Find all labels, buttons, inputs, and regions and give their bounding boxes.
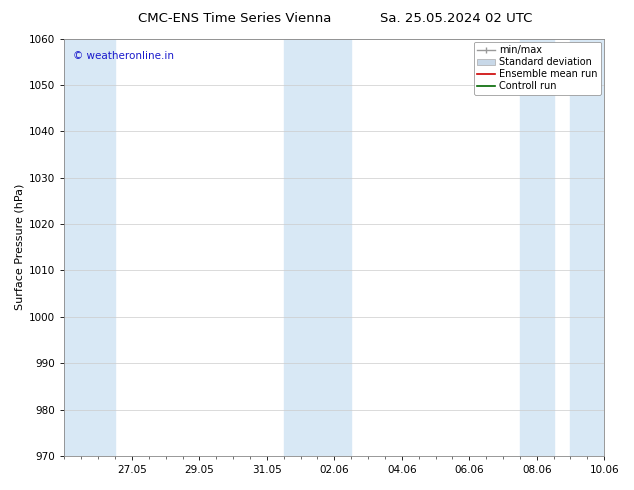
Bar bbox=[571, 39, 604, 456]
Bar bbox=[520, 39, 553, 456]
Y-axis label: Surface Pressure (hPa): Surface Pressure (hPa) bbox=[15, 184, 25, 311]
Text: CMC-ENS Time Series Vienna: CMC-ENS Time Series Vienna bbox=[138, 12, 332, 25]
Bar bbox=[65, 39, 115, 456]
Bar bbox=[284, 39, 351, 456]
Text: © weatheronline.in: © weatheronline.in bbox=[72, 51, 174, 61]
Text: Sa. 25.05.2024 02 UTC: Sa. 25.05.2024 02 UTC bbox=[380, 12, 533, 25]
Legend: min/max, Standard deviation, Ensemble mean run, Controll run: min/max, Standard deviation, Ensemble me… bbox=[474, 42, 601, 95]
